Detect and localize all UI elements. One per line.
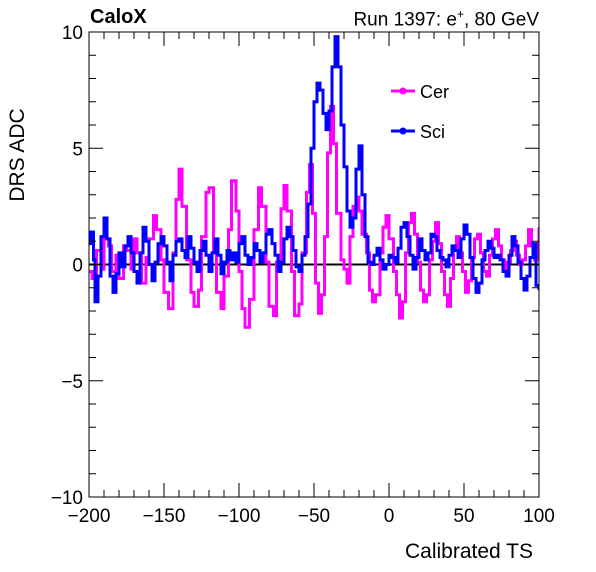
x-tick-label: −50: [298, 506, 330, 527]
x-tick-label: −150: [143, 506, 186, 527]
y-tick-label: −5: [61, 372, 83, 393]
legend-label-sci: Sci: [420, 122, 445, 142]
legend-marker-sci: [399, 127, 407, 135]
run-suffix: , 80 GeV: [464, 9, 539, 31]
legend-marker-cer: [399, 87, 407, 95]
x-tick-label: −100: [218, 506, 261, 527]
series-line-sci: [89, 35, 539, 304]
y-tick-label: 10: [62, 23, 83, 44]
run-charge-sup: +: [456, 7, 464, 21]
series-layer: [89, 35, 539, 329]
y-tick-label: 5: [72, 139, 83, 160]
x-tick-label: 50: [453, 506, 474, 527]
run-prefix: Run 1397: e: [353, 9, 457, 31]
chart-experiment-label: CaloX: [90, 6, 147, 28]
legend: Cer Sci: [391, 82, 449, 142]
x-tick-label: 100: [523, 506, 555, 527]
legend-label-cer: Cer: [420, 82, 449, 102]
chart-run-label: Run 1397: e+, 80 GeV: [353, 7, 539, 31]
x-axis-title: Calibrated TS: [405, 540, 533, 563]
y-tick-label: 0: [72, 256, 83, 277]
x-tick-label: 0: [384, 506, 395, 527]
y-tick-label: −10: [51, 488, 83, 509]
y-axis-title: DRS ADC: [6, 108, 29, 201]
x-tick-label: −200: [68, 506, 111, 527]
